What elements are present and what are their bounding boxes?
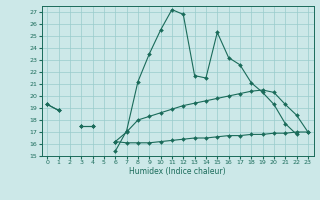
X-axis label: Humidex (Indice chaleur): Humidex (Indice chaleur) <box>129 167 226 176</box>
